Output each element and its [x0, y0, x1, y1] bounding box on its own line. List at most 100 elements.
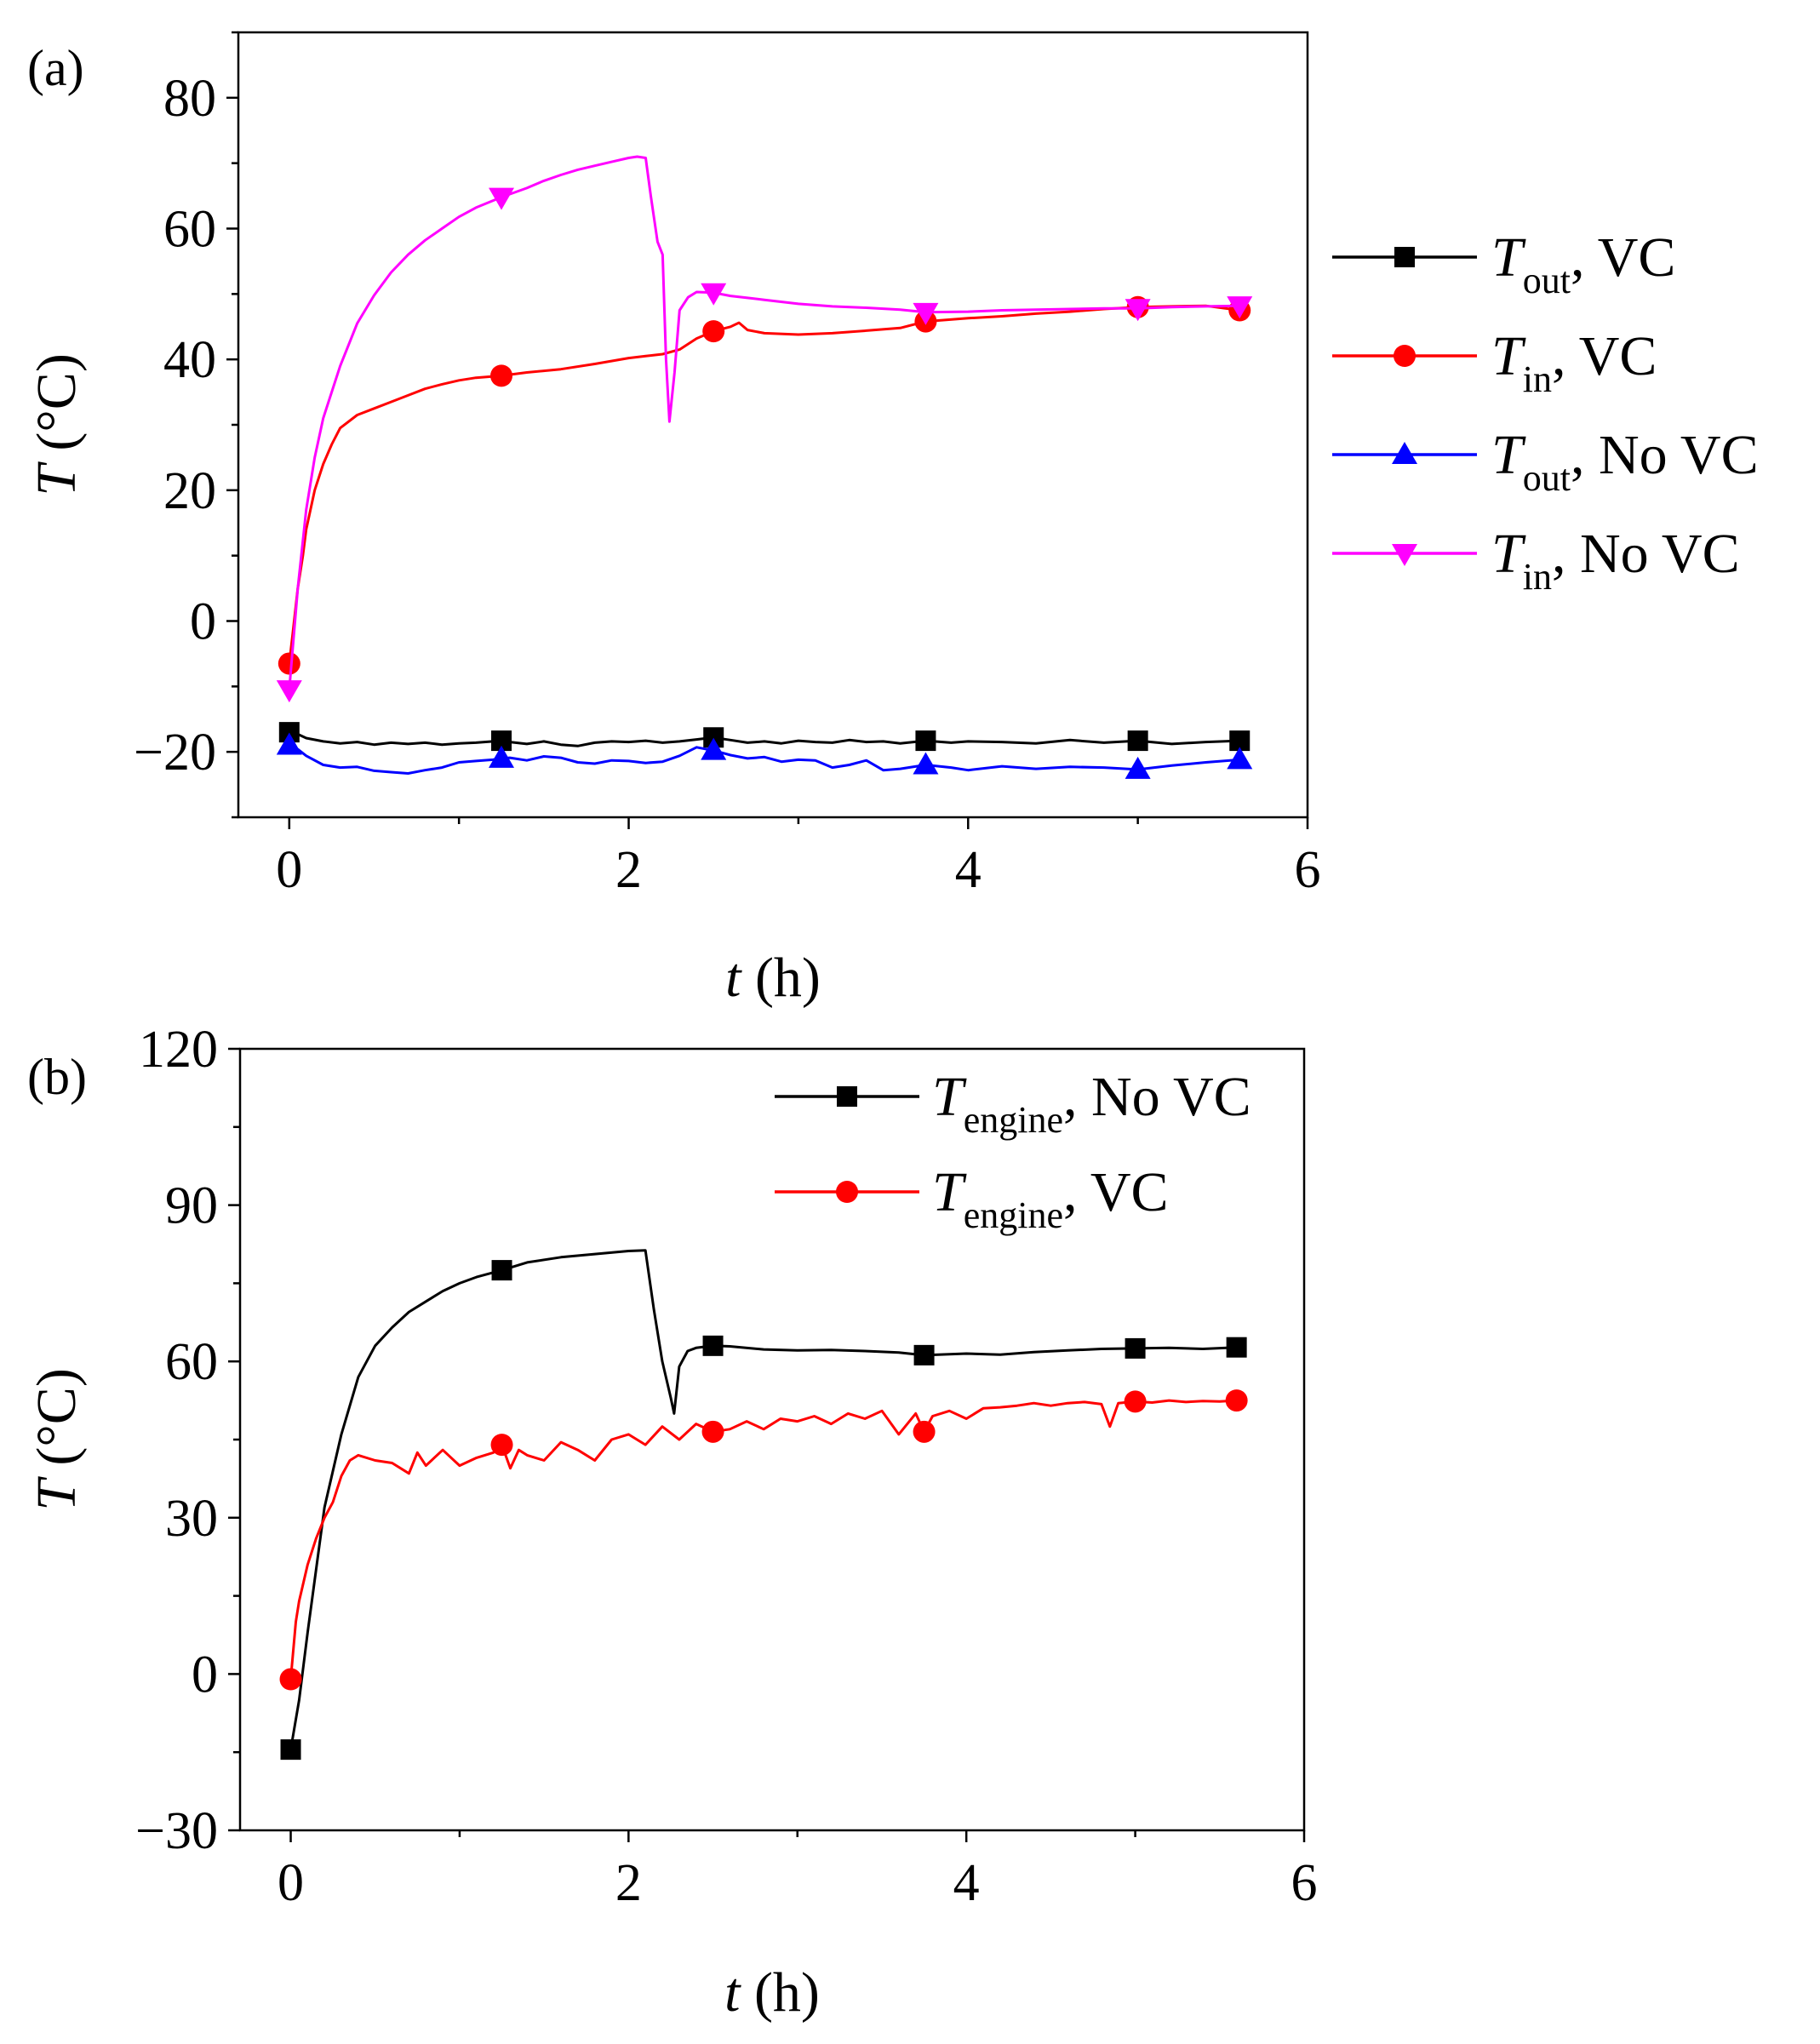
legend-label-var: T — [1491, 424, 1526, 486]
y-axis-title-unit: (°C) — [26, 1368, 88, 1480]
x-axis-title-var: t — [725, 947, 742, 1009]
data-point-marker — [278, 652, 300, 675]
x-tick-label: 2 — [615, 841, 642, 899]
legend-label-sub: engine — [964, 1194, 1063, 1236]
legend-entry: Tengine, No VC — [775, 1066, 1251, 1141]
legend-label-var: T — [932, 1161, 967, 1223]
series-t-engine-vc — [279, 1389, 1248, 1691]
series-line — [289, 730, 1240, 747]
legend-marker — [1392, 442, 1417, 464]
series-t-in-vc — [278, 295, 1251, 675]
data-point-marker — [1125, 1337, 1146, 1359]
data-point-marker — [913, 302, 939, 325]
y-tick-label: 40 — [163, 331, 216, 389]
data-point-marker — [1225, 1389, 1248, 1412]
y-axis-title-var: T — [26, 1476, 88, 1511]
legend-marker — [837, 1086, 857, 1107]
data-point-marker — [702, 1335, 724, 1356]
series-t-out-no-vc — [276, 732, 1253, 779]
series-line — [289, 1249, 1237, 1750]
legend-entry: Tin, VC — [1332, 325, 1657, 400]
y-tick-label: 120 — [139, 1021, 218, 1079]
data-point-marker — [491, 1260, 512, 1281]
legend-label: Tin, No VC — [1491, 523, 1740, 598]
y-tick-label: 90 — [165, 1177, 218, 1235]
data-point-marker — [276, 680, 302, 703]
data-point-marker — [1127, 730, 1148, 752]
legend-marker — [1394, 247, 1415, 267]
series-line — [288, 304, 1240, 664]
series-line — [288, 155, 1240, 690]
legend-label: Tin, VC — [1491, 325, 1657, 400]
y-tick-label: 0 — [192, 1646, 218, 1703]
data-point-marker — [489, 745, 515, 768]
data-point-marker — [489, 187, 515, 210]
legend-label-rest: , No VC — [1552, 523, 1740, 585]
legend-label: Tout, No VC — [1491, 424, 1759, 499]
y-tick-label: 20 — [163, 462, 216, 520]
data-point-marker — [915, 730, 936, 752]
data-point-marker — [1125, 756, 1151, 779]
y-tick-label: −20 — [134, 724, 216, 782]
legend-entry: Tengine, VC — [775, 1161, 1169, 1236]
y-tick-label: 0 — [190, 593, 216, 651]
legend-marker — [1394, 345, 1416, 367]
data-point-marker — [280, 1739, 301, 1761]
data-point-marker — [276, 732, 302, 755]
x-tick-label: 6 — [1295, 841, 1321, 899]
legend-label: Tengine, No VC — [932, 1066, 1251, 1141]
series-t-in-no-vc — [276, 155, 1253, 703]
data-point-marker — [1227, 296, 1253, 319]
x-axis-title: t (h) — [725, 947, 821, 1009]
plot-frame — [237, 31, 1309, 819]
y-axis-title-unit: (°C) — [26, 353, 88, 465]
legend-label-var: T — [1491, 325, 1526, 387]
legend-label-sub: engine — [964, 1099, 1063, 1141]
legend-label-rest: , VC — [1571, 226, 1676, 289]
legend-entry: Tout, VC — [1332, 226, 1675, 301]
data-point-marker — [1227, 747, 1253, 770]
data-point-marker — [701, 1420, 724, 1443]
y-tick-label: −30 — [135, 1802, 218, 1860]
series-line — [289, 744, 1240, 775]
legend-marker — [836, 1181, 858, 1203]
x-axis-title-unit: (h) — [741, 947, 820, 1009]
legend-entry: Tout, No VC — [1332, 424, 1759, 499]
x-tick-label: 4 — [953, 1854, 980, 1912]
series-t-engine-no-vc — [280, 1249, 1247, 1761]
data-point-marker — [490, 1434, 513, 1457]
data-point-marker — [1125, 299, 1151, 322]
legend-label-rest: , No VC — [1571, 424, 1759, 486]
x-axis-title-var: t — [724, 1961, 741, 2024]
data-point-marker — [279, 1668, 302, 1691]
data-point-marker — [913, 1420, 936, 1443]
x-axis-title-unit: (h) — [740, 1961, 819, 2024]
panel-label: (b) — [27, 1049, 87, 1105]
data-point-marker — [702, 320, 725, 343]
data-point-marker — [701, 737, 727, 760]
y-axis-title-var: T — [26, 461, 88, 496]
y-tick-label: 60 — [163, 201, 216, 259]
x-tick-label: 6 — [1291, 1854, 1318, 1912]
legend-label-rest: , VC — [1552, 325, 1657, 387]
legend-label-rest: , No VC — [1063, 1066, 1251, 1128]
legend-label-rest: , VC — [1063, 1161, 1169, 1223]
legend-label-sub: out — [1523, 260, 1571, 301]
y-tick-label: 80 — [163, 70, 216, 128]
x-tick-label: 0 — [278, 1854, 304, 1912]
series-t-out-vc — [278, 722, 1251, 752]
data-point-marker — [1124, 1390, 1147, 1413]
legend-label-var: T — [1491, 226, 1526, 289]
y-tick-label: 60 — [165, 1333, 218, 1391]
legend-marker — [1392, 544, 1417, 566]
data-point-marker — [913, 1344, 935, 1366]
y-axis-title: T (°C) — [26, 1368, 88, 1511]
y-axis-title: T (°C) — [26, 353, 88, 496]
x-tick-label: 2 — [615, 1854, 642, 1912]
legend-entry: Tin, No VC — [1332, 523, 1740, 598]
legend-label-var: T — [1491, 523, 1526, 585]
legend-label-var: T — [932, 1066, 967, 1128]
x-tick-label: 4 — [955, 841, 982, 899]
